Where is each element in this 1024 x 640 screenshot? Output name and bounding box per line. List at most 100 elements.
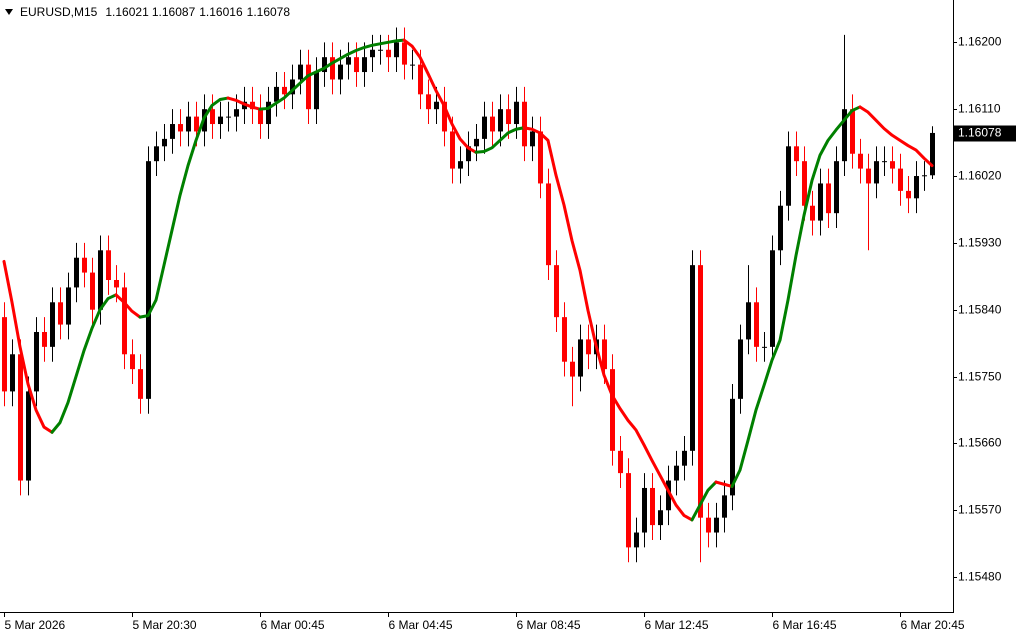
candle-body — [66, 287, 71, 325]
x-tick-label: 5 Mar 2026 — [5, 618, 66, 632]
candle-body — [706, 517, 711, 533]
candle-body — [746, 302, 751, 340]
candle-body — [930, 132, 935, 176]
candle-body — [890, 161, 895, 169]
candle-body — [162, 138, 167, 147]
candle-body — [690, 265, 695, 451]
indicator-line — [114, 293, 142, 319]
indicator-line — [226, 96, 262, 111]
price-tag — [954, 125, 1016, 142]
candle-body — [82, 257, 87, 273]
ohlc-open: 1.16021 — [105, 5, 149, 19]
candle-body — [378, 49, 383, 51]
candle-body — [106, 250, 111, 281]
indicator-line — [690, 480, 718, 522]
candle-body — [794, 146, 799, 162]
candle-body — [714, 517, 719, 533]
candle-body — [250, 101, 255, 110]
candle-body — [266, 101, 271, 125]
candle-body — [314, 72, 319, 110]
candle-body — [850, 109, 855, 154]
candle-body — [506, 109, 511, 125]
candle-body — [546, 183, 551, 266]
candle-body — [138, 369, 143, 399]
candle-body — [170, 124, 175, 139]
candle-body — [898, 168, 903, 191]
candle-body — [354, 57, 359, 73]
indicator-line — [474, 126, 526, 154]
candle-body — [298, 64, 303, 80]
candle-body — [906, 190, 911, 199]
candle-body — [722, 495, 727, 518]
candle-body — [626, 473, 631, 548]
candle-body — [914, 176, 919, 199]
candle-body — [50, 302, 55, 347]
candle-body — [682, 450, 687, 466]
candle-body — [810, 205, 815, 221]
candle-body — [130, 354, 135, 370]
ohlc-close: 1.16078 — [247, 5, 291, 19]
candle-body — [698, 265, 703, 518]
candle-body — [554, 265, 559, 318]
candle-body — [410, 64, 415, 66]
candle-body — [490, 116, 495, 132]
y-tick-label: 1.16020 — [958, 169, 1002, 183]
menu-triangle[interactable] — [5, 9, 13, 15]
candle-body — [634, 532, 639, 548]
indicator-line — [858, 105, 934, 168]
candle-body — [642, 487, 647, 533]
candle-body — [578, 339, 583, 377]
candle-body — [18, 354, 23, 481]
candle-body — [226, 116, 231, 118]
candle-body — [2, 317, 7, 392]
candle-body — [122, 287, 127, 355]
candle-body — [818, 183, 823, 221]
x-tick-label: 6 Mar 12:45 — [645, 618, 709, 632]
candle-body — [154, 146, 159, 162]
indicator-line — [2, 259, 54, 434]
candle-body — [522, 101, 527, 147]
candle-body — [834, 161, 839, 214]
candle-body — [650, 487, 655, 526]
y-tick-label: 1.15660 — [958, 436, 1002, 450]
candle-body — [450, 131, 455, 169]
indicator-line — [50, 293, 118, 434]
x-tick-label: 6 Mar 08:45 — [517, 618, 581, 632]
ohlc-high: 1.16087 — [152, 5, 196, 19]
candle-body — [74, 257, 79, 288]
candle-body — [658, 510, 663, 526]
candle-body — [210, 109, 215, 125]
ohlc-low: 1.16016 — [199, 5, 243, 19]
candle-body — [218, 116, 223, 125]
indicator-line — [258, 38, 406, 111]
candle-body — [90, 272, 95, 310]
candle-body — [258, 109, 263, 125]
candle-body — [674, 465, 679, 481]
indicator-line — [402, 38, 478, 154]
candle-body — [730, 398, 735, 496]
x-tick-label: 6 Mar 20:45 — [901, 618, 965, 632]
candle-body — [402, 42, 407, 65]
candle-body — [26, 391, 31, 481]
candle-body — [322, 57, 327, 73]
candle-body — [530, 131, 535, 147]
candle-body — [602, 339, 607, 370]
candle-body — [866, 168, 871, 184]
candle-body — [338, 64, 343, 80]
y-tick-label: 1.15930 — [958, 236, 1002, 250]
y-tick-label: 1.16200 — [958, 35, 1002, 49]
y-tick-label: 1.15570 — [958, 503, 1002, 517]
candle-body — [370, 49, 375, 58]
candle-body — [306, 64, 311, 110]
y-tick-label: 1.15750 — [958, 370, 1002, 384]
candle-body — [562, 317, 567, 362]
chart-header: EURUSD,M15 1.16021 1.16087 1.16016 1.16078 — [20, 5, 290, 19]
x-tick-label: 6 Mar 04:45 — [389, 618, 453, 632]
candle-body — [178, 124, 183, 132]
x-tick-label: 6 Mar 16:45 — [773, 618, 837, 632]
x-tick-label: 6 Mar 00:45 — [261, 618, 325, 632]
candle-body — [586, 339, 591, 355]
candle-body — [426, 94, 431, 110]
y-tick-label: 1.15480 — [958, 570, 1002, 584]
candle-body — [482, 116, 487, 139]
